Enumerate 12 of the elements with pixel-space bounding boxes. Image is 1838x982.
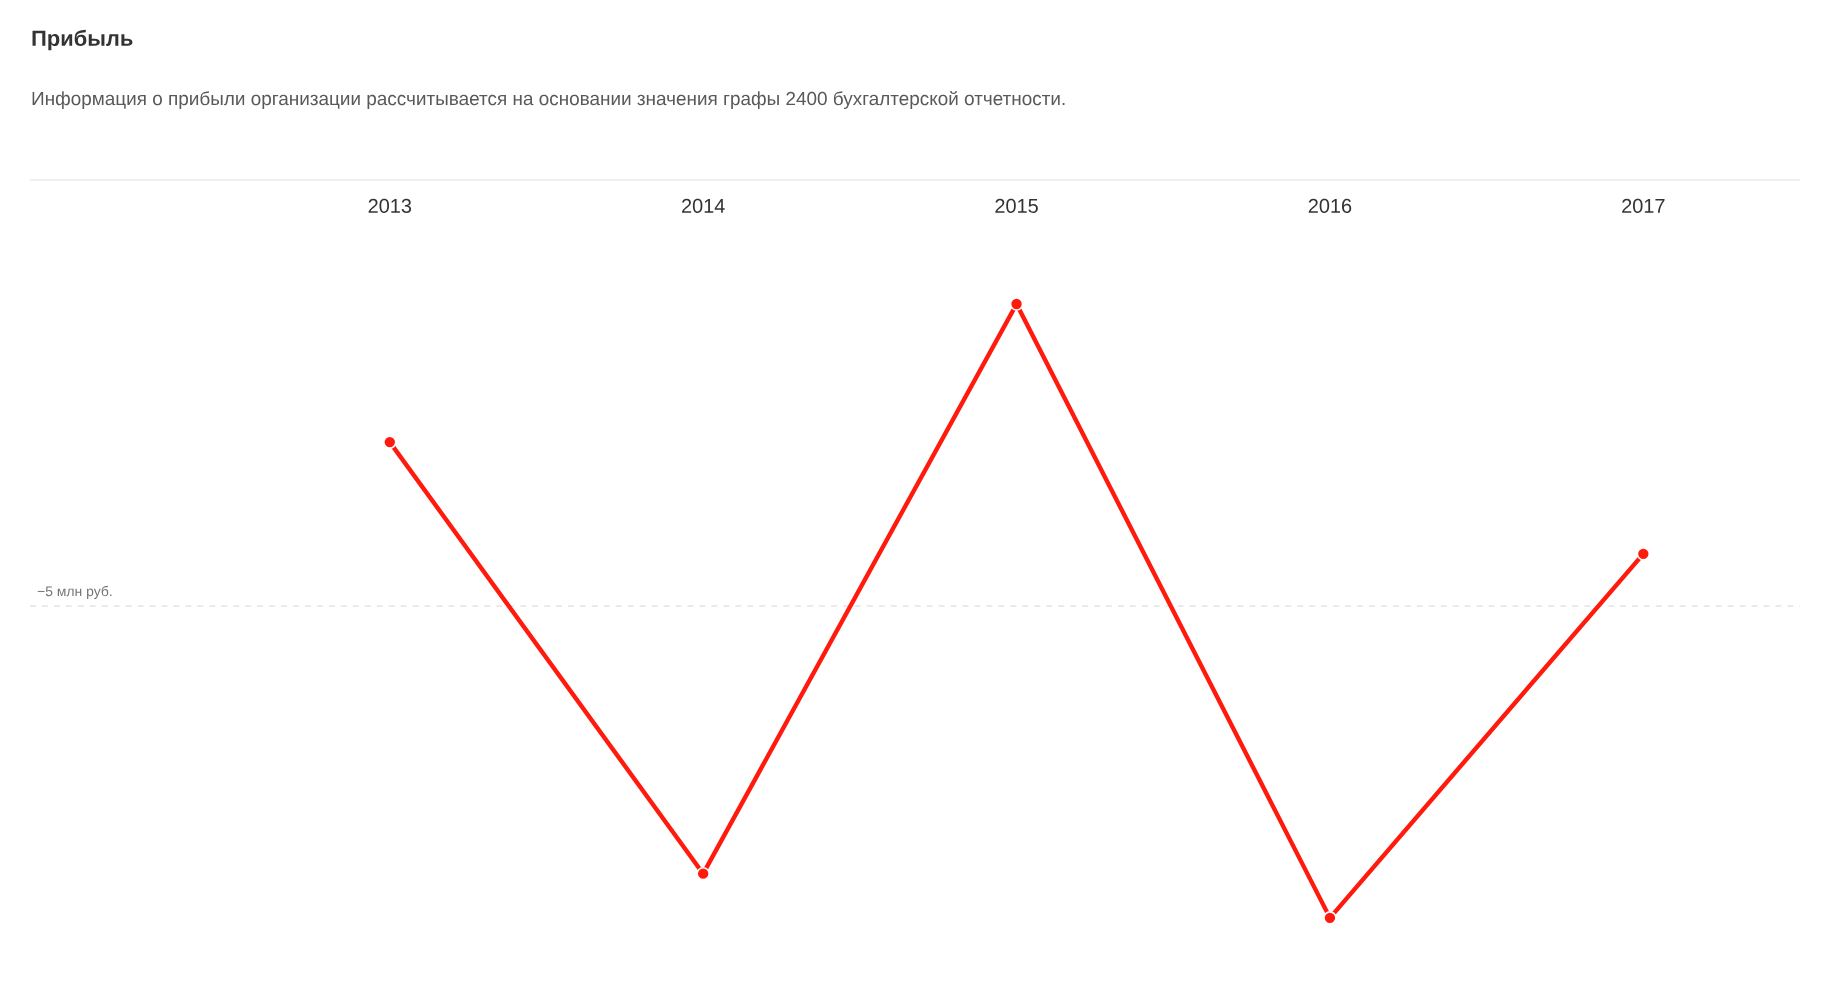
chart-title: Прибыль bbox=[32, 29, 133, 51]
x-tick-label: 2014 bbox=[682, 198, 725, 213]
point bbox=[1323, 911, 1337, 925]
chart-subtitle: Информация о прибыли организации рассчитывается на основании значения графы 2400 бухгалтерской отчетности. bbox=[32, 90, 1065, 109]
x-tick-label: 2016 bbox=[1308, 198, 1352, 213]
point bbox=[1009, 297, 1024, 311]
x-tick-label: 2017 bbox=[1622, 198, 1665, 213]
point bbox=[383, 435, 397, 449]
x-tick-label: 2015 bbox=[995, 198, 1038, 213]
point bbox=[696, 866, 710, 881]
point bbox=[1636, 547, 1651, 561]
x-tick-label: 2013 bbox=[368, 198, 412, 213]
